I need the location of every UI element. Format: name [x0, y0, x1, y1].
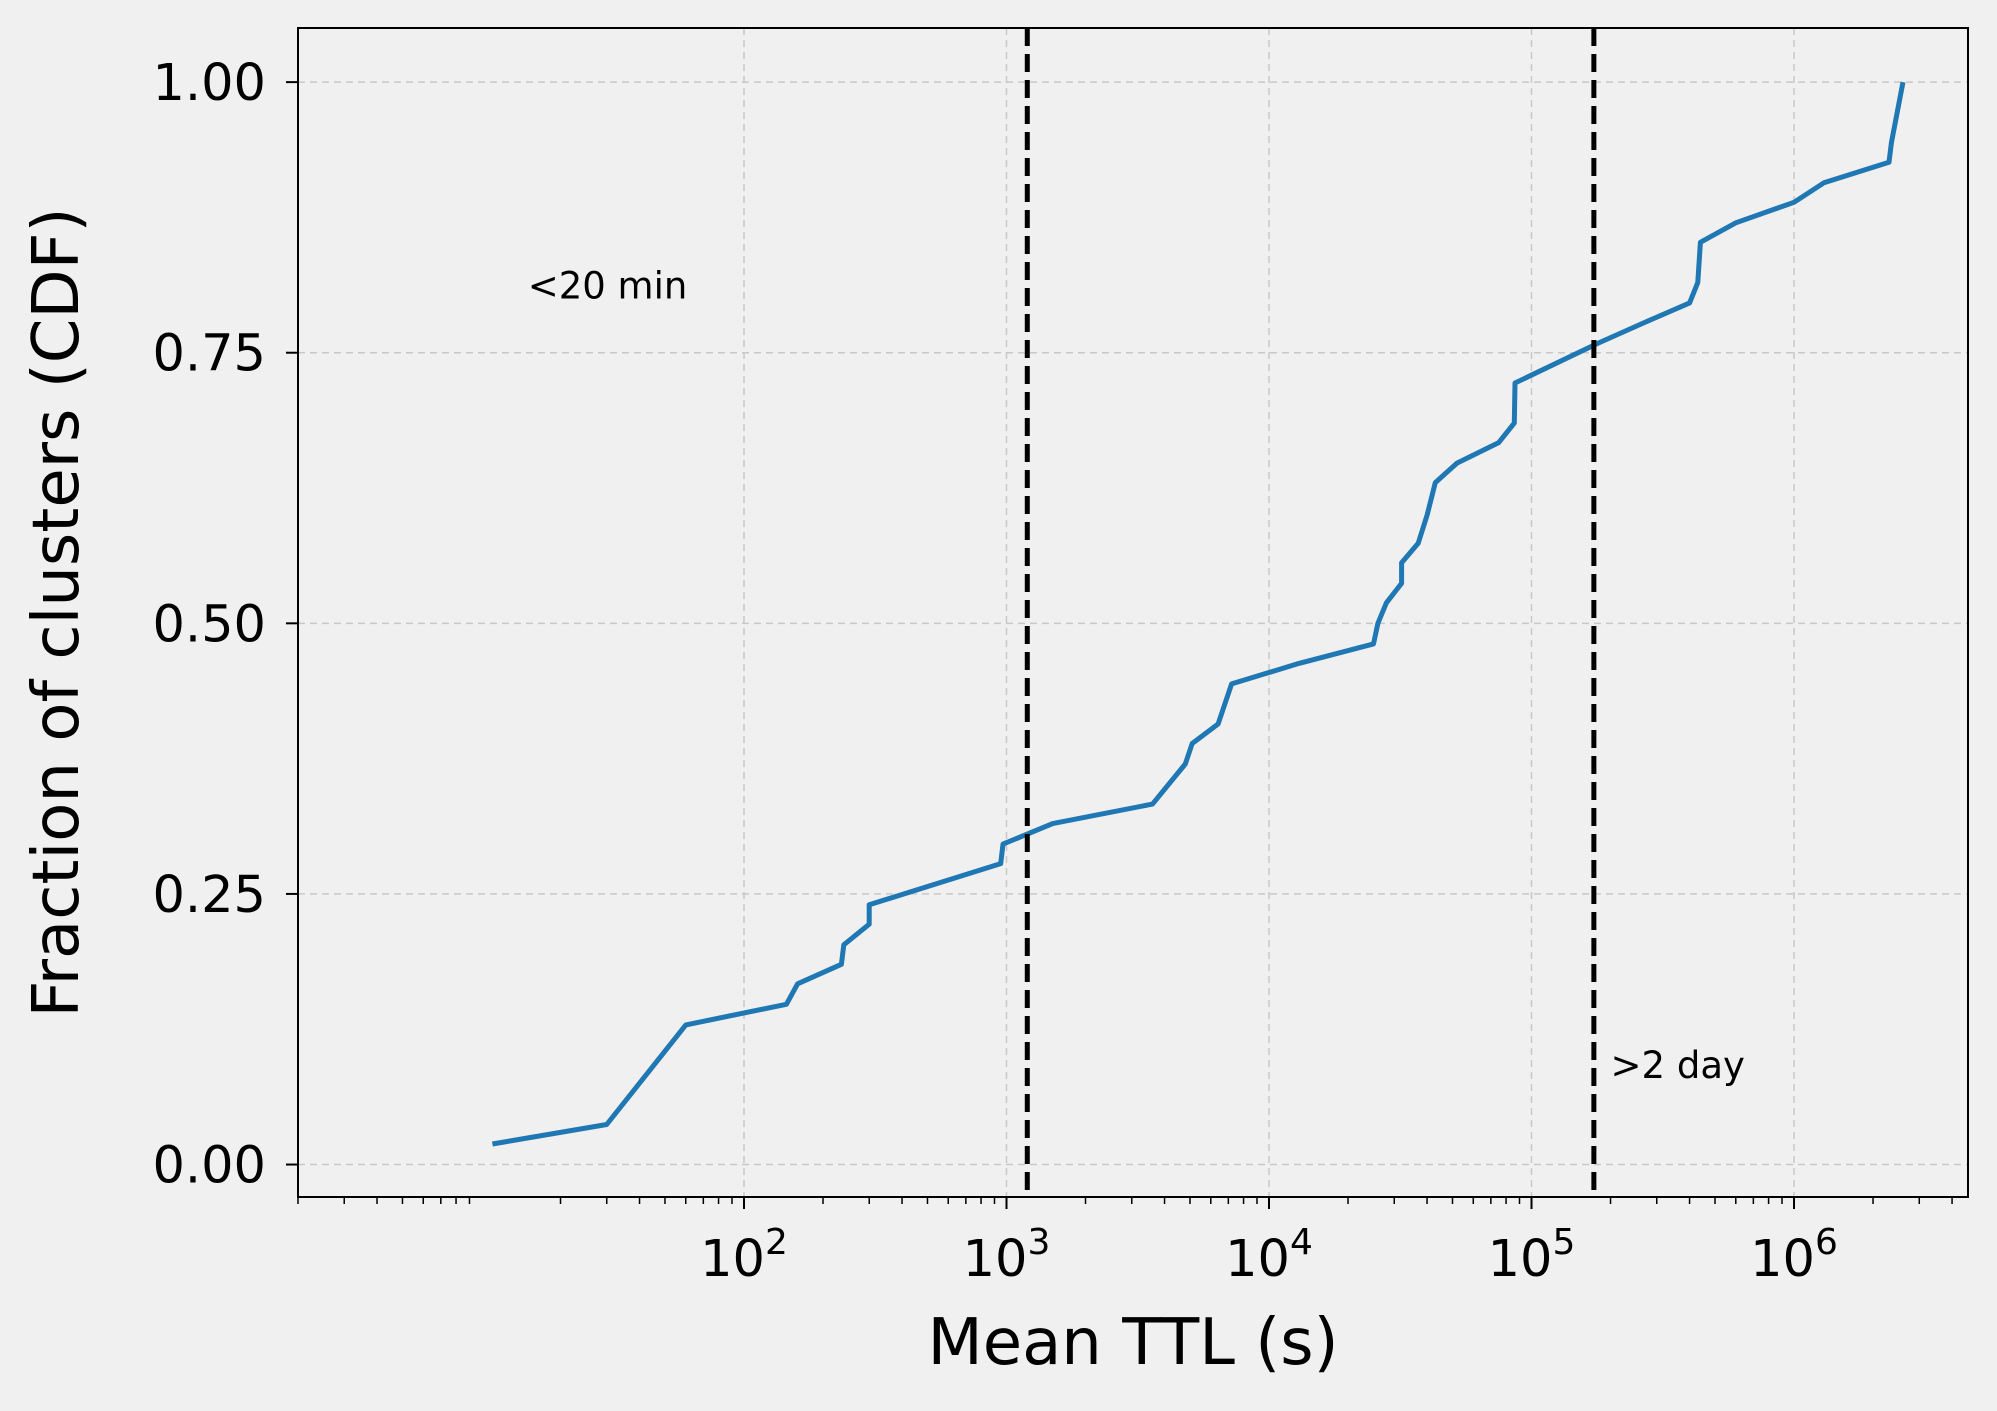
y-tick-label: 0.50 — [152, 595, 266, 654]
y-tick-labels: 0.00 0.25 0.50 0.75 1.00 — [152, 54, 266, 1195]
series-layer — [491, 81, 1906, 1147]
major-ticks — [286, 81, 1796, 1209]
x-tick-exponent: 6 — [1815, 1222, 1838, 1263]
y-tick-label: 0.25 — [152, 866, 266, 925]
x-tick-label: 103 — [963, 1222, 1051, 1289]
x-tick-base: 10 — [1750, 1230, 1815, 1289]
x-tick-label: 105 — [1488, 1222, 1576, 1289]
x-tick-exponent: 4 — [1290, 1222, 1313, 1263]
x-tick-label: 104 — [1225, 1222, 1313, 1289]
annotation-label: >2 day — [1611, 1044, 1745, 1087]
x-tick-base: 10 — [963, 1230, 1028, 1289]
x-tick-labels: 102 103 104 105 106 — [700, 1222, 1838, 1289]
x-tick-base: 10 — [1225, 1230, 1290, 1289]
y-tick-label: 1.00 — [152, 54, 266, 113]
x-tick-label: 106 — [1750, 1222, 1838, 1289]
x-tick-base: 10 — [1488, 1230, 1553, 1289]
grid-lines — [298, 28, 1968, 1197]
cdf-line — [491, 81, 1906, 1147]
x-tick-base: 10 — [700, 1230, 765, 1289]
x-tick-exponent: 3 — [1027, 1222, 1050, 1263]
threshold-lines — [1024, 28, 1597, 1197]
y-axis-title: Fraction of clusters (CDF) — [20, 208, 94, 1018]
x-tick-label: 102 — [700, 1222, 788, 1289]
annotations: <20 min >2 day — [528, 265, 1745, 1087]
x-tick-exponent: 5 — [1553, 1222, 1576, 1263]
x-axis-title: Mean TTL (s) — [927, 1306, 1338, 1380]
plot-frame — [297, 27, 1969, 1198]
y-tick-label: 0.75 — [152, 325, 266, 384]
minor-ticks — [297, 1197, 1953, 1204]
x-tick-exponent: 2 — [765, 1222, 788, 1263]
annotation-label: <20 min — [528, 265, 688, 308]
y-tick-label: 0.00 — [152, 1137, 266, 1196]
